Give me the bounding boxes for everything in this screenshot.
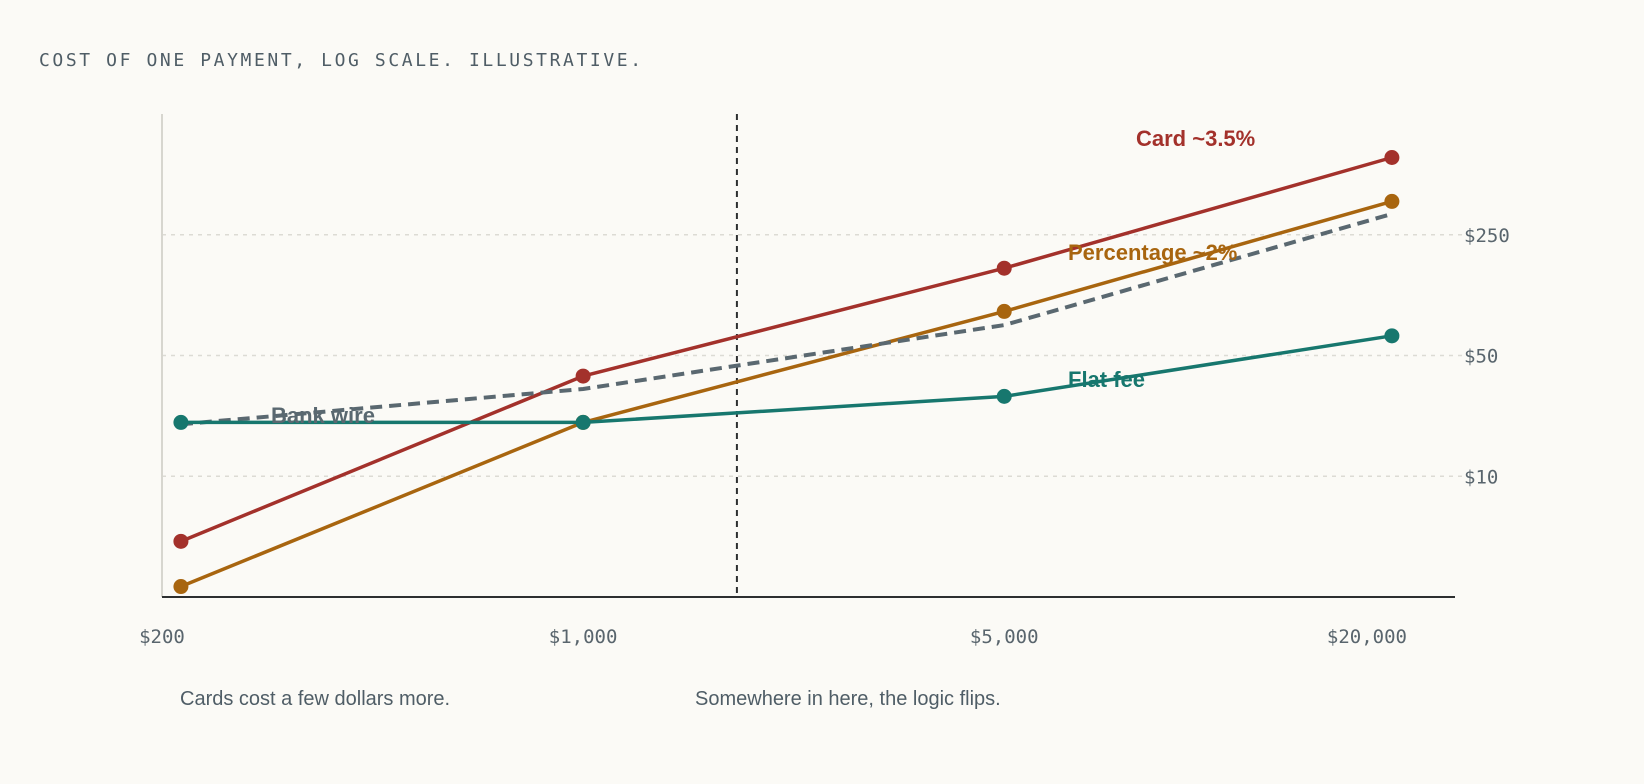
x-tick-label-20000: $20,000 — [1327, 626, 1407, 648]
data-point-percentage-2-3 — [1384, 193, 1400, 209]
annotation-1: Cards cost a few dollars more. — [180, 688, 450, 710]
data-point-card-3-5-2 — [996, 260, 1012, 276]
y-tick-label-10: $10 — [1464, 466, 1498, 488]
data-point-flat-fee-0 — [173, 414, 189, 430]
series-line-bank-wire — [180, 211, 1393, 427]
y-tick-label-50: $50 — [1464, 346, 1498, 368]
y-tick-label-250: $250 — [1464, 225, 1510, 247]
series-label-bank-wire: Bank wire — [271, 403, 375, 428]
series-label-percentage-2: Percentage ~2% — [1068, 240, 1237, 265]
data-point-percentage-2-0 — [173, 579, 189, 595]
data-point-flat-fee-2 — [996, 388, 1012, 404]
data-point-flat-fee-3 — [1384, 328, 1400, 344]
data-point-flat-fee-1 — [575, 414, 591, 430]
series-label-card-3-5: Card ~3.5% — [1136, 126, 1255, 151]
data-point-card-3-5-0 — [173, 533, 189, 549]
data-point-card-3-5-3 — [1384, 150, 1400, 166]
data-point-percentage-2-2 — [996, 303, 1012, 319]
data-point-card-3-5-1 — [575, 368, 591, 384]
series-label-flat-fee: Flat fee — [1068, 367, 1145, 392]
x-tick-label-200: $200 — [139, 626, 185, 648]
annotation-2: Somewhere in here, the logic flips. — [695, 688, 1001, 710]
chart-caption: COST OF ONE PAYMENT, LOG SCALE. ILLUSTRA… — [39, 50, 644, 71]
x-tick-label-5000: $5,000 — [970, 626, 1039, 648]
series-line-card-3-5 — [180, 155, 1393, 543]
x-tick-label-1000: $1,000 — [549, 626, 618, 648]
series-line-flat-fee — [180, 334, 1393, 425]
series-line-percentage-2 — [180, 199, 1393, 589]
